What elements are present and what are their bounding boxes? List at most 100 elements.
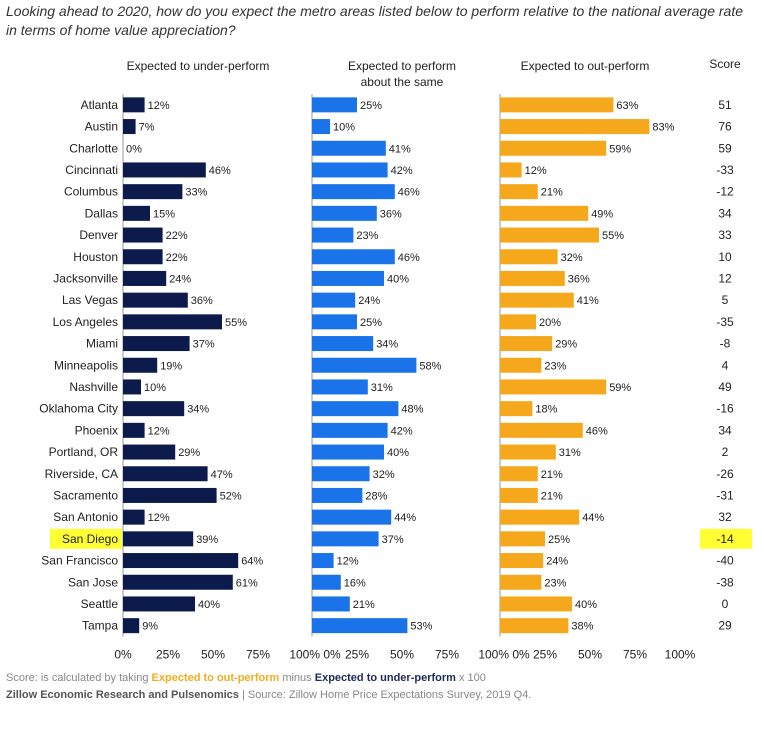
bar-1: [123, 357, 158, 373]
score-value: 59: [718, 141, 732, 155]
bar-value-label: 36%: [380, 208, 402, 220]
x-tick-label: 50%: [578, 648, 602, 662]
bar-value-label: 10%: [333, 122, 355, 134]
bar-value-label: 37%: [382, 534, 404, 546]
bar-value-label: 46%: [398, 252, 420, 264]
bar-value-label: 32%: [373, 469, 395, 481]
bar-value-label: 36%: [191, 295, 213, 307]
bar-1: [123, 401, 185, 417]
bar-1: [123, 596, 195, 612]
bar-2: [312, 401, 399, 417]
score-value: -31: [716, 488, 734, 502]
bar-value-label: 12%: [148, 512, 170, 524]
score-value: 32: [718, 510, 732, 524]
category-label: Los Angeles: [53, 315, 118, 329]
bar-value-label: 25%: [548, 534, 570, 546]
highlight-score-bg: [700, 528, 752, 549]
bar-value-label: 53%: [410, 621, 432, 633]
score-value: -40: [716, 554, 734, 568]
category-label: Miami: [86, 337, 118, 351]
bar-value-label: 39%: [196, 534, 218, 546]
bar-1: [123, 509, 145, 525]
bar-value-label: 59%: [609, 143, 631, 155]
bar-value-label: 29%: [555, 339, 577, 351]
footnote-out-label: Expected to out-perform: [151, 672, 280, 684]
bar-1: [123, 249, 163, 265]
bar-1: [123, 292, 188, 308]
bar-value-label: 42%: [391, 165, 413, 177]
bar-1: [123, 336, 190, 352]
bar-2: [312, 292, 356, 308]
bar-2: [312, 336, 374, 352]
bar-3: [500, 357, 542, 373]
bar-3: [500, 401, 533, 417]
category-label: Denver: [79, 228, 118, 242]
score-value: 76: [718, 120, 732, 134]
panel-header-2: Expected to perform: [348, 59, 456, 73]
category-label: Minneapolis: [54, 358, 118, 372]
panel-header-3: Expected to out-perform: [521, 59, 650, 73]
bar-value-label: 23%: [544, 577, 566, 589]
bar-value-label: 42%: [391, 425, 413, 437]
bar-2: [312, 466, 370, 482]
bar-value-label: 24%: [546, 556, 568, 568]
bar-value-label: 21%: [353, 599, 375, 611]
bar-value-label: 38%: [571, 621, 593, 633]
bar-value-label: 28%: [365, 490, 387, 502]
bar-value-label: 36%: [568, 273, 590, 285]
bar-1: [123, 553, 239, 569]
footnote-suffix: x 100: [455, 672, 486, 684]
bar-value-label: 55%: [602, 230, 624, 242]
category-label: Austin: [85, 120, 118, 134]
bar-value-label: 41%: [389, 143, 411, 155]
bar-value-label: 83%: [652, 122, 674, 134]
bar-2: [312, 596, 350, 612]
bar-value-label: 55%: [225, 317, 247, 329]
bar-2: [312, 618, 408, 634]
score-value: 12: [718, 271, 732, 285]
x-tick-label: 50%: [390, 648, 414, 662]
bar-2: [312, 119, 330, 135]
bar-1: [123, 531, 194, 547]
bar-value-label: 40%: [387, 447, 409, 459]
bar-value-label: 48%: [401, 404, 423, 416]
bar-value-label: 12%: [148, 425, 170, 437]
bar-3: [500, 162, 522, 178]
chart-title: Looking ahead to 2020, how do you expect…: [6, 3, 744, 38]
bar-1: [123, 444, 176, 460]
bar-3: [500, 227, 599, 243]
bar-1: [123, 574, 233, 590]
source-separator: |: [238, 689, 248, 701]
bar-value-label: 58%: [419, 360, 441, 372]
bar-value-label: 23%: [356, 230, 378, 242]
bar-value-label: 18%: [535, 404, 557, 416]
category-label: Seattle: [81, 597, 119, 611]
bar-3: [500, 336, 553, 352]
bar-value-label: 29%: [178, 447, 200, 459]
bar-value-label: 59%: [609, 382, 631, 394]
bar-value-label: 31%: [559, 447, 581, 459]
bar-value-label: 24%: [358, 295, 380, 307]
bar-value-label: 21%: [541, 469, 563, 481]
score-value: 5: [722, 293, 729, 307]
bar-3: [500, 466, 538, 482]
bar-value-label: 31%: [371, 382, 393, 394]
bar-value-label: 63%: [616, 100, 638, 112]
score-value: -12: [716, 185, 734, 199]
x-tick-label: 75%: [623, 648, 647, 662]
bar-3: [500, 140, 607, 156]
bar-3: [500, 487, 538, 503]
bar-1: [123, 227, 163, 243]
score-value: 0: [722, 597, 729, 611]
bar-value-label: 61%: [236, 577, 258, 589]
bar-3: [500, 422, 583, 438]
bar-2: [312, 379, 368, 395]
score-value: -16: [716, 402, 734, 416]
score-value: -14: [716, 532, 734, 546]
bar-3: [500, 270, 565, 286]
bar-value-label: 37%: [193, 339, 215, 351]
category-label: Portland, OR: [49, 445, 119, 459]
bar-2: [312, 184, 395, 200]
category-label: Phoenix: [75, 423, 118, 437]
bar-2: [312, 487, 363, 503]
